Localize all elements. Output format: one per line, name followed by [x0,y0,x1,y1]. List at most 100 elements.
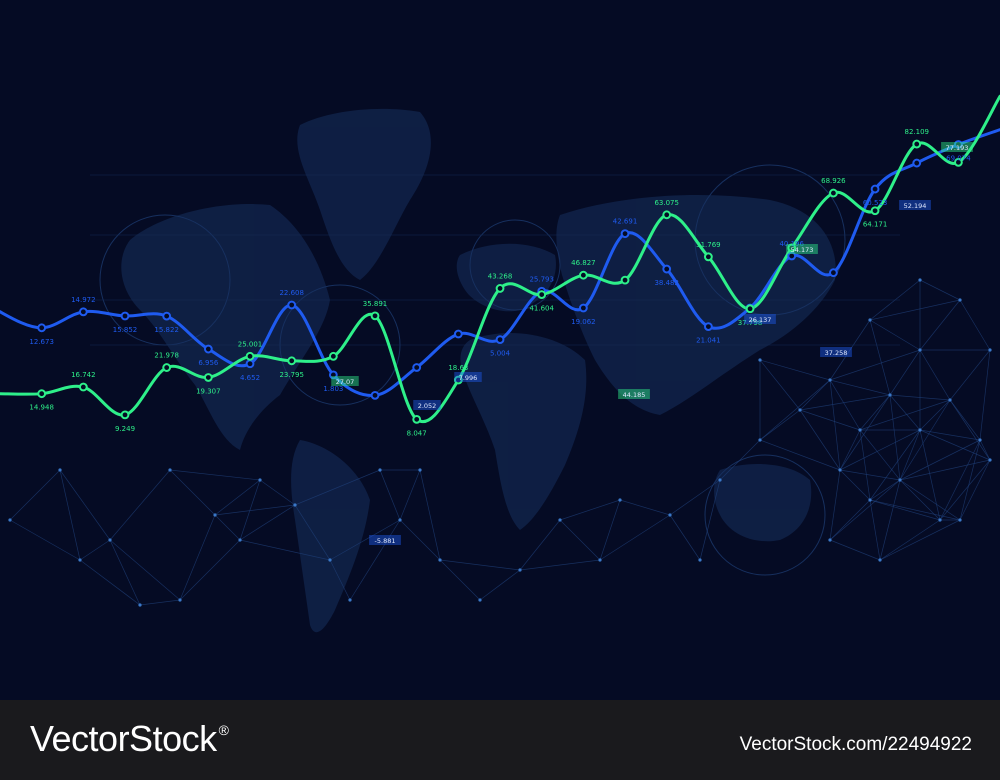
series-0-point [578,270,588,280]
mesh-edge [699,479,721,561]
value-tag-text: 44.185 [623,391,646,399]
mesh-node [838,468,842,472]
mesh-node [668,513,672,517]
mesh-edge [759,359,831,381]
series-1-point [245,359,255,369]
value-tag: 26.137 [744,314,776,324]
series-1-data-label: 42.691 [613,218,638,226]
series-0-data-label: 35.891 [363,300,388,308]
mesh-node [948,398,952,402]
mesh-edge [399,469,421,521]
mesh-node [138,603,142,607]
value-tag: 54.173 [786,244,818,254]
series-0-point [37,389,47,399]
mesh-node [958,518,962,522]
mesh-edge [799,409,861,431]
mesh-edge [829,479,901,541]
mesh-node [758,358,762,362]
mesh-node [58,468,62,472]
mesh-edge [889,394,921,431]
mesh-node [238,538,242,542]
mesh-node [868,318,872,322]
series-0-data-label: 51.769 [696,241,721,249]
value-tag-text: 77.193 [946,144,969,152]
mesh-node [78,558,82,562]
series-1-point [787,251,797,261]
ring-4 [704,454,826,576]
mesh-edge [869,499,961,521]
value-tag: 2.052 [413,400,441,410]
mesh-node [213,513,217,517]
mesh-edge [829,379,891,396]
mesh-node [828,378,832,382]
value-tag: 27.07 [331,376,359,386]
value-tag: 7.996 [454,372,482,382]
mesh-edge [899,459,991,481]
series-0-data-label: 19.307 [196,387,221,395]
series-1-data-label: 14.972 [71,296,96,304]
series-1-point [328,370,338,380]
value-tag-text: 7.996 [459,374,478,382]
mesh-node [178,598,182,602]
series-0-point [120,410,130,420]
mesh-edge [899,429,921,481]
brand-logo[interactable]: VectorStock ® [30,718,229,760]
mesh-edge [439,559,481,601]
mesh-edge [939,459,991,521]
mesh-edge [829,469,841,541]
mesh-edge [759,359,801,411]
mesh-edge [799,379,831,411]
mesh-edge [869,319,921,351]
series-0-point [703,252,713,262]
mesh-edge [719,439,761,481]
mesh-edge [169,469,261,481]
mesh-edge [599,514,671,561]
value-tags: 27.07 7.996 2.052 44.185 26.137 54.173 52.194 7… [331,142,973,545]
mesh-edge [259,479,296,506]
mesh-edge [759,379,831,441]
mesh-edge [869,429,921,501]
world-map-background [121,108,836,633]
series-1-point [453,329,463,339]
mesh-node [898,478,902,482]
value-tag-box [744,314,776,324]
value-tag-box [413,400,441,410]
series-1-point [703,322,713,331]
mesh-edge [294,469,381,506]
mesh-edge [79,559,141,606]
mesh-node [858,428,862,432]
mesh-node [918,428,922,432]
series-1-point [954,140,963,149]
value-tag: 77.193 [941,142,973,152]
mesh-edge [109,539,141,606]
value-tag-box [454,372,482,382]
mesh-node [108,538,112,542]
mesh-edge [214,504,296,516]
mesh-edge [869,299,961,321]
mesh-edge [879,479,901,561]
mesh-node [918,348,922,352]
mesh-edge [669,514,701,561]
mesh-edge [519,519,561,571]
series-0-point [245,351,255,361]
value-tag: -5.881 [369,535,401,545]
series-labels: 12.673 14.972 15.852 15.822 6.956 4.652 22.608… [29,128,971,437]
mesh-node [958,298,962,302]
mesh-node [798,408,802,412]
series-0-data-label: 46.827 [571,259,596,267]
series-1-data-label: 6.956 [198,359,219,367]
series-1-point [120,311,130,321]
mesh-node [293,503,297,507]
mesh-edge [109,539,181,601]
mesh-node [328,558,332,562]
mesh-node [698,558,702,562]
series-1-data-label: 15.852 [113,326,138,334]
mesh-edge [59,469,111,541]
value-tag-box [786,244,818,254]
mesh-edge [79,539,111,561]
line-chart: 12.673 14.972 15.852 15.822 6.956 4.652 22.608… [0,94,1000,633]
series-0-point [370,311,380,321]
value-tag-box [369,535,401,545]
mesh-edge [959,299,991,351]
series-1-data-label: 25.793 [529,275,554,283]
